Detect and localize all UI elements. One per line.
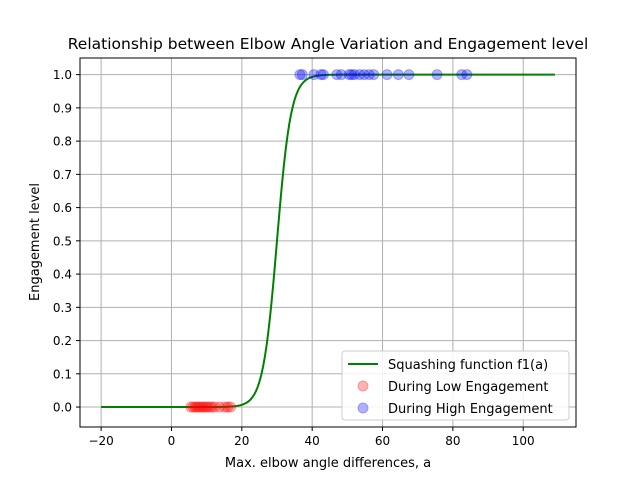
high-engagement-point — [354, 69, 366, 81]
low-engagement-point — [195, 401, 207, 413]
high-engagement-point — [381, 69, 393, 81]
y-tick-label: 0.8 — [53, 135, 72, 149]
low-engagement-point — [222, 401, 234, 413]
low-engagement-point — [193, 401, 205, 413]
high-engagement-point — [431, 69, 443, 81]
y-tick-label: 0.7 — [53, 168, 72, 182]
plot-frame — [79, 57, 577, 428]
low-engagement-point — [199, 401, 211, 413]
y-tick-label: 0.1 — [53, 367, 72, 381]
x-tick-label: 40 — [305, 434, 320, 448]
scatter-points — [185, 69, 473, 413]
high-engagement-point — [363, 69, 375, 81]
high-engagement-point — [296, 69, 308, 81]
high-engagement-point — [343, 69, 355, 81]
high-engagement-point — [392, 69, 404, 81]
high-engagement-point — [368, 69, 380, 81]
legend-label-squashing-function: Squashing function f1(a) — [388, 358, 548, 373]
low-engagement-point — [185, 401, 197, 413]
low-engagement-point — [225, 401, 237, 413]
legend: Squashing function f1(a) During Low Enga… — [341, 350, 570, 421]
axes: −20 0 20 40 60 80 100 0.0 0.1 0.2 0.3 0.4 0.5 0.6 0.7 0… — [53, 68, 535, 448]
low-engagement-point — [203, 401, 215, 413]
x-tick-label: 100 — [512, 434, 535, 448]
low-engagement-point — [219, 401, 231, 413]
high-engagement-point — [294, 69, 306, 81]
high-engagement-point — [403, 69, 415, 81]
x-tick-label: 0 — [168, 434, 176, 448]
legend-swatch-low-engagement — [357, 380, 369, 392]
low-engagement-point — [214, 401, 226, 413]
high-engagement-point — [456, 69, 468, 81]
low-engagement-point — [197, 401, 209, 413]
x-tick-label: 20 — [234, 434, 249, 448]
high-engagement-point — [317, 69, 329, 81]
y-tick-label: 0.2 — [53, 334, 72, 348]
y-tick-label: 0.4 — [53, 268, 72, 282]
y-tick-label: 0.5 — [53, 234, 72, 248]
squashing-function-curve — [101, 73, 555, 409]
high-engagement-point — [308, 69, 320, 81]
high-engagement-point — [335, 69, 347, 81]
low-engagement-point — [189, 401, 201, 413]
high-engagement-point — [348, 69, 360, 81]
legend-swatch-high-engagement — [357, 402, 369, 414]
x-tick-label: 80 — [445, 434, 460, 448]
legend-box — [341, 350, 570, 421]
low-engagement-point — [201, 401, 213, 413]
high-engagement-point — [331, 69, 343, 81]
y-tick-label: 0.6 — [53, 201, 72, 215]
legend-label-high-engagement: During High Engagement — [388, 402, 553, 417]
chart-title: Relationship between Elbow Angle Variati… — [68, 35, 589, 53]
y-tick-label: 0.0 — [53, 401, 72, 415]
x-tick-label: 60 — [375, 434, 390, 448]
squashing-function-line — [101, 73, 555, 409]
x-tick-label: −20 — [88, 434, 113, 448]
legend-label-low-engagement: During Low Engagement — [388, 380, 548, 395]
high-engagement-point — [346, 69, 358, 81]
x-axis-label: Max. elbow angle differences, a — [225, 456, 431, 471]
y-tick-label: 0.9 — [53, 101, 72, 115]
low-engagement-point — [209, 401, 221, 413]
high-engagement-point — [461, 69, 473, 81]
y-tick-label: 1.0 — [53, 68, 72, 82]
y-axis-label: Engagement level — [28, 183, 43, 301]
low-engagement-point — [206, 401, 218, 413]
low-engagement-point — [187, 401, 199, 413]
y-tick-label: 0.3 — [53, 301, 72, 315]
high-engagement-point — [358, 69, 370, 81]
high-engagement-point — [315, 69, 327, 81]
low-engagement-point — [191, 401, 203, 413]
